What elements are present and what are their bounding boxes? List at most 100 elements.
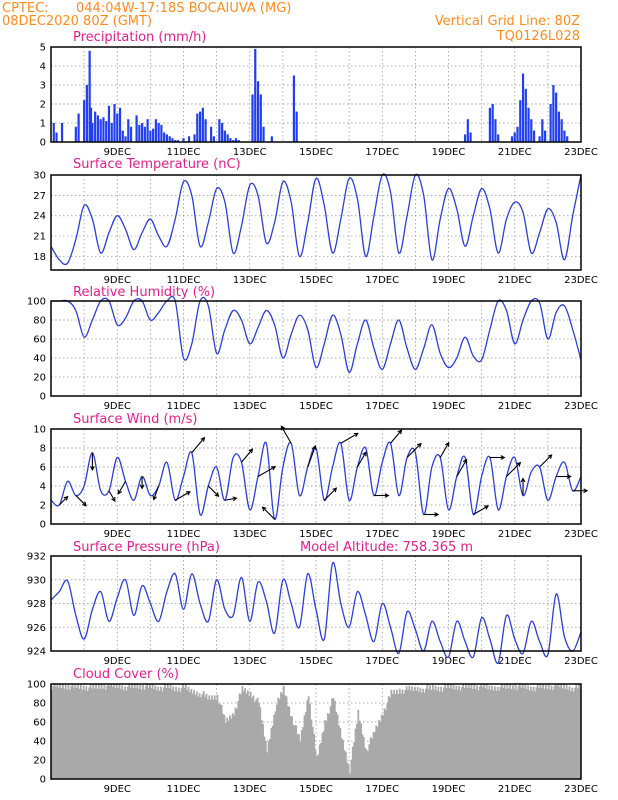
cloud-cover-column <box>277 697 280 779</box>
precipitation-bar <box>555 92 558 142</box>
pressure-xtick-label: 15DEC <box>299 656 333 667</box>
cloud-cover-column <box>364 747 367 779</box>
wind-ytick-label: 4 <box>40 482 46 493</box>
cloud-cover-column <box>299 741 302 779</box>
precipitation-bar <box>218 119 221 142</box>
pressure-ytick-label: 926 <box>27 623 46 634</box>
precipitation-bar <box>204 119 207 142</box>
cloud-cover-column <box>438 691 441 779</box>
cloud-cover-column <box>553 686 556 779</box>
pressure-ytick-label: 928 <box>27 599 46 610</box>
humidity-xtick-label: 21DEC <box>498 401 532 412</box>
cloud-cover-column <box>295 725 298 779</box>
cloud-cover-column <box>383 708 386 779</box>
cloud-cover-column <box>240 694 242 779</box>
temperature-xtick-label: 15DEC <box>299 275 333 286</box>
cloud-cover-column <box>62 684 64 779</box>
cloud-cover-column <box>89 684 92 779</box>
precipitation-bar <box>262 126 265 142</box>
cloud-cover-column <box>564 688 567 779</box>
cloud-cover-column <box>502 687 505 779</box>
cloud-cover-column <box>331 698 333 779</box>
humidity-xtick-label: 9DEC <box>104 401 131 412</box>
cloud-cover-column <box>86 690 89 779</box>
cloud-cover-column <box>329 706 332 779</box>
cloud-cover-column <box>267 741 270 779</box>
cloud-cover-column <box>293 725 296 779</box>
cloud-cover-column <box>516 689 518 779</box>
cloud-cover-column <box>242 691 245 779</box>
cloud-cover-column <box>506 684 509 779</box>
wind-panel: Surface Wind (m/s) 0 2 4 6 8 10 9DEC 11DEC 13DEC… <box>33 412 598 540</box>
precipitation-bar <box>212 136 215 142</box>
cloud-cover-column <box>260 719 263 779</box>
wind-arrow <box>520 477 526 496</box>
precipitation-bar <box>226 134 229 142</box>
cloud-cover-column <box>204 696 206 779</box>
precipitation-bar <box>234 138 238 142</box>
precipitation-bar <box>99 119 102 142</box>
wind-arrow <box>241 448 254 463</box>
precipitation-bar <box>466 119 469 142</box>
precipitation-bar <box>201 107 204 142</box>
cloud-cover-column <box>427 689 430 779</box>
cloud-cover-column <box>189 692 191 779</box>
cloud-cover-column <box>309 703 311 779</box>
cloud-cover-column <box>124 686 126 779</box>
cloud-cover-column <box>131 684 133 779</box>
cloud-cover-column <box>532 686 535 779</box>
cloud-cover-column <box>473 684 476 779</box>
cloud-cover-column <box>413 687 416 779</box>
cloud-cover-column <box>350 760 353 779</box>
cloud-cover-xtick-label: 13DEC <box>233 784 267 795</box>
cloud-cover-column <box>77 684 80 779</box>
precipitation-bar <box>154 119 157 142</box>
wind-xtick-label: 9DEC <box>104 529 131 540</box>
cloud-cover-column <box>274 711 277 779</box>
cloud-cover-column <box>538 687 540 779</box>
pressure-xtick-label: 13DEC <box>233 656 267 667</box>
cloud-cover-column <box>281 693 284 779</box>
wind-ytick-label: 8 <box>40 444 46 455</box>
cloud-cover-column <box>436 690 438 779</box>
cloud-cover-xtick-label: 15DEC <box>299 784 333 795</box>
cloud-cover-column <box>306 700 309 779</box>
cloud-cover-column <box>491 685 494 779</box>
cloud-cover-column <box>200 697 202 779</box>
precipitation-bar <box>552 85 555 142</box>
humidity-panel: Relative Humidity (%) 0 20 40 60 80 100 9DEC 11… <box>27 285 598 412</box>
cloud-cover-column <box>136 684 139 779</box>
cloud-cover-column <box>434 685 437 779</box>
cloud-cover-column <box>298 734 300 779</box>
wind-arrow <box>117 480 127 495</box>
cloud-cover-column <box>234 707 237 779</box>
wind-ytick-label: 2 <box>40 501 46 512</box>
cloud-cover-column <box>238 693 241 779</box>
cloud-cover-column <box>448 687 451 779</box>
cloud-cover-column <box>484 688 487 779</box>
cloud-cover-column <box>150 687 153 779</box>
cloud-cover-column <box>418 691 420 779</box>
wind-arrow <box>473 505 490 515</box>
cloud-cover-column <box>313 734 316 779</box>
wind-title: Surface Wind (m/s) <box>73 412 197 427</box>
precipitation-bar <box>527 107 530 142</box>
cloud-cover-column <box>476 685 478 779</box>
precipitation-bar <box>102 117 105 142</box>
cloud-cover-column <box>224 722 227 779</box>
cloud-cover-column <box>460 686 463 779</box>
cloud-cover-column <box>55 686 57 779</box>
precipitation-ytick-label: 4 <box>40 62 46 73</box>
cloud-cover-column <box>327 713 329 779</box>
header: CPTEC: 044:04W-17:18S BOCAIUVA (MG) 08DE… <box>2 1 580 44</box>
cloud-cover-column <box>411 686 414 779</box>
cloud-cover-column <box>190 689 193 779</box>
cloud-cover-column <box>488 685 491 779</box>
cloud-cover-column <box>454 689 456 779</box>
cloud-cover-column <box>467 684 470 779</box>
cloud-cover-column <box>376 727 379 779</box>
pressure-ytick-label: 932 <box>27 552 46 563</box>
precipitation-xtick-label: 17DEC <box>365 147 399 158</box>
cloud-cover-column <box>525 689 528 779</box>
humidity-series-line <box>50 295 582 373</box>
